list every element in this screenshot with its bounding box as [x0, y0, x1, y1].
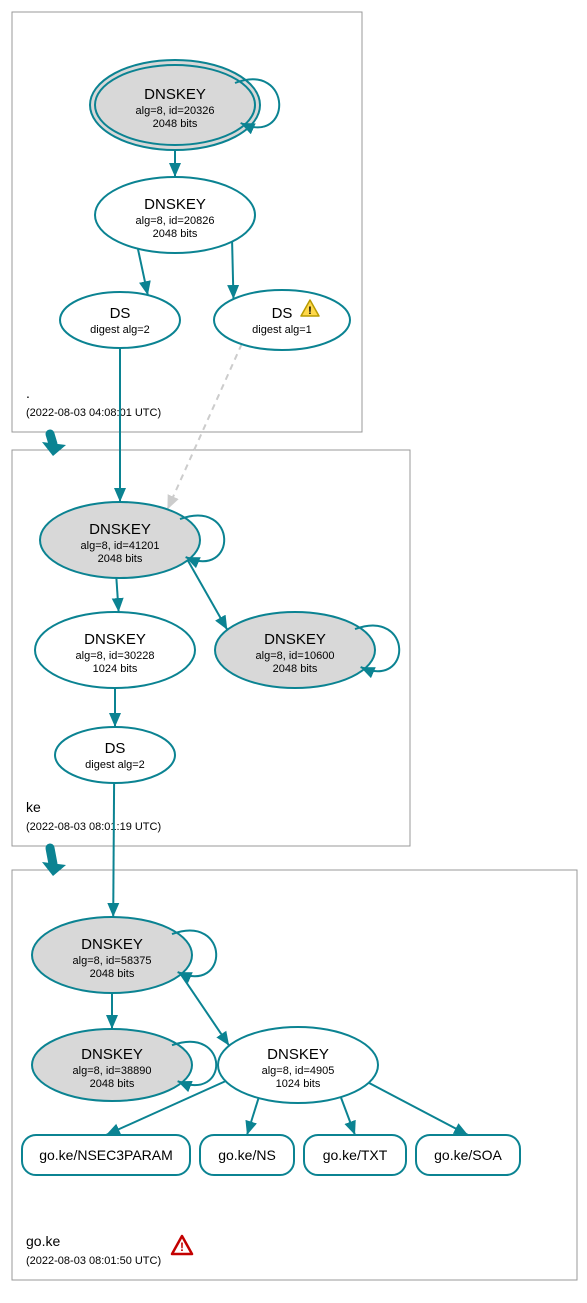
svg-text:digest alg=2: digest alg=2 [85, 759, 145, 771]
svg-text:2048 bits: 2048 bits [98, 553, 143, 565]
n_root_ds1: DS digest alg=1! [214, 290, 350, 350]
svg-text:DNSKEY: DNSKEY [144, 196, 206, 213]
n_ke_zsk: DNSKEY alg=8, id=302281024 bits [35, 612, 195, 688]
svg-text:2048 bits: 2048 bits [153, 118, 198, 130]
svg-text:go.ke/TXT: go.ke/TXT [323, 1147, 388, 1163]
svg-text:!: ! [308, 305, 312, 317]
svg-text:alg=8, id=41201: alg=8, id=41201 [81, 540, 160, 552]
svg-text:alg=8, id=38890: alg=8, id=38890 [73, 1065, 152, 1077]
svg-text:digest alg=2: digest alg=2 [90, 324, 150, 336]
svg-text:alg=8, id=4905: alg=8, id=4905 [262, 1065, 335, 1077]
svg-text:ke: ke [26, 799, 41, 815]
svg-text:(2022-08-03 04:08:01 UTC): (2022-08-03 04:08:01 UTC) [26, 407, 161, 419]
svg-text:!: ! [180, 1240, 184, 1254]
svg-text:alg=8, id=10600: alg=8, id=10600 [256, 650, 335, 662]
svg-text:1024 bits: 1024 bits [93, 663, 138, 675]
svg-text:alg=8, id=20326: alg=8, id=20326 [136, 105, 215, 117]
leaf_soa: go.ke/SOA [416, 1135, 520, 1175]
edge [232, 242, 233, 299]
svg-text:go.ke: go.ke [26, 1233, 60, 1249]
leaf_ns: go.ke/NS [200, 1135, 294, 1175]
svg-text:DNSKEY: DNSKEY [264, 631, 326, 648]
edge [113, 783, 114, 917]
svg-text:1024 bits: 1024 bits [276, 1078, 321, 1090]
n_root_ds2: DS digest alg=2 [60, 292, 180, 348]
svg-text:alg=8, id=58375: alg=8, id=58375 [73, 955, 152, 967]
svg-text:DNSKEY: DNSKEY [89, 521, 151, 538]
svg-text:DNSKEY: DNSKEY [144, 86, 206, 103]
svg-text:go.ke/NS: go.ke/NS [218, 1147, 276, 1163]
svg-text:2048 bits: 2048 bits [273, 663, 318, 675]
svg-text:DNSKEY: DNSKEY [81, 1046, 143, 1063]
leaf_nsec3: go.ke/NSEC3PARAM [22, 1135, 190, 1175]
n_go_zsk: DNSKEY alg=8, id=49051024 bits [218, 1027, 378, 1103]
svg-text:digest alg=1: digest alg=1 [252, 324, 312, 336]
svg-text:DS: DS [272, 305, 293, 322]
svg-text:(2022-08-03 08:01:50 UTC): (2022-08-03 08:01:50 UTC) [26, 1255, 161, 1267]
svg-text:go.ke/NSEC3PARAM: go.ke/NSEC3PARAM [39, 1147, 173, 1163]
svg-text:DNSKEY: DNSKEY [267, 1046, 329, 1063]
svg-text:go.ke/SOA: go.ke/SOA [434, 1147, 502, 1163]
svg-text:.: . [26, 385, 30, 401]
svg-text:2048 bits: 2048 bits [153, 228, 198, 240]
svg-text:alg=8, id=20826: alg=8, id=20826 [136, 215, 215, 227]
svg-text:alg=8, id=30228: alg=8, id=30228 [76, 650, 155, 662]
svg-text:2048 bits: 2048 bits [90, 1078, 135, 1090]
n_root_zsk: DNSKEY alg=8, id=208262048 bits [95, 177, 255, 253]
svg-text:DS: DS [105, 740, 126, 757]
svg-text:DS: DS [110, 305, 131, 322]
leaf_txt: go.ke/TXT [304, 1135, 406, 1175]
svg-text:DNSKEY: DNSKEY [84, 631, 146, 648]
n_ke_ds: DS digest alg=2 [55, 727, 175, 783]
svg-text:DNSKEY: DNSKEY [81, 936, 143, 953]
svg-text:(2022-08-03 08:01:19 UTC): (2022-08-03 08:01:19 UTC) [26, 821, 161, 833]
svg-text:2048 bits: 2048 bits [90, 968, 135, 980]
